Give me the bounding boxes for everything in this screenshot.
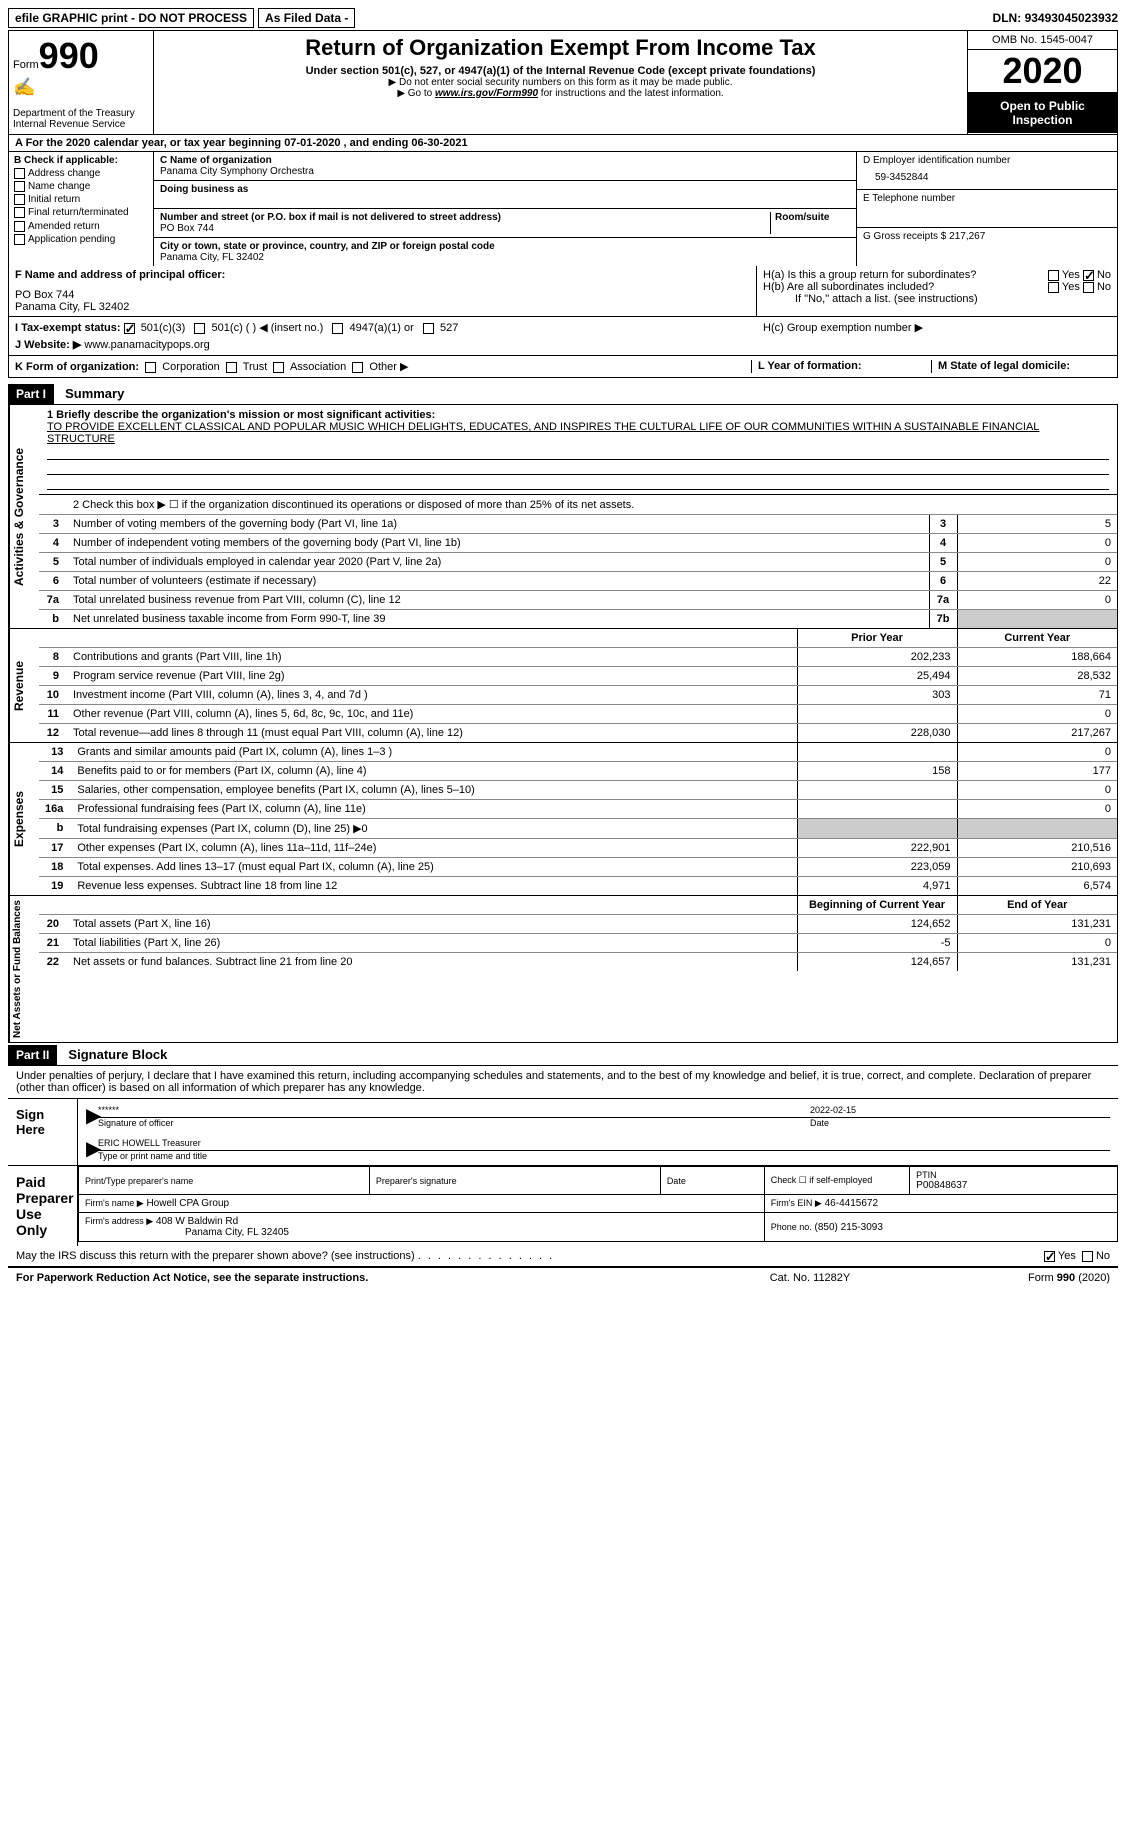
mission-box: 1 Briefly describe the organization's mi…	[39, 405, 1117, 495]
cb-501c[interactable]	[194, 323, 205, 334]
cb-initial-return[interactable]	[14, 194, 25, 205]
section-fh: F Name and address of principal officer:…	[8, 266, 1118, 317]
box-h: H(a) Is this a group return for subordin…	[757, 266, 1117, 316]
cb-4947[interactable]	[332, 323, 343, 334]
paid-preparer-row: Paid Preparer Use Only Print/Type prepar…	[8, 1166, 1118, 1246]
row-a: A For the 2020 calendar year, or tax yea…	[8, 135, 1118, 152]
netassets-table: Beginning of Current YearEnd of Year 20T…	[39, 896, 1117, 971]
form-title: Return of Organization Exempt From Incom…	[162, 35, 959, 61]
cb-corp[interactable]	[145, 362, 156, 373]
discuss-row: May the IRS discuss this return with the…	[8, 1246, 1118, 1268]
cb-501c3[interactable]	[124, 323, 135, 334]
asfiled-label: As Filed Data -	[258, 8, 355, 28]
sign-here-row: Sign Here ▶ ****** 2022-02-15 Signature …	[8, 1099, 1118, 1166]
efile-label: efile GRAPHIC print - DO NOT PROCESS	[8, 8, 254, 28]
expenses-section: Expenses 13Grants and similar amounts pa…	[8, 743, 1118, 896]
form-title-box: Return of Organization Exempt From Incom…	[154, 31, 967, 134]
part2-header: Part II	[8, 1045, 57, 1065]
cb-hb-no[interactable]	[1083, 282, 1094, 293]
cb-amended[interactable]	[14, 221, 25, 232]
cb-pending[interactable]	[14, 234, 25, 245]
expenses-table: 13Grants and similar amounts paid (Part …	[39, 743, 1117, 895]
cb-ha-no[interactable]	[1083, 270, 1094, 281]
box-f: F Name and address of principal officer:…	[9, 266, 757, 316]
cb-trust[interactable]	[226, 362, 237, 373]
revenue-section: Revenue Prior YearCurrent Year 8Contribu…	[8, 629, 1118, 743]
cb-name-change[interactable]	[14, 181, 25, 192]
box-b: B Check if applicable: Address change Na…	[9, 152, 154, 266]
cb-ha-yes[interactable]	[1048, 270, 1059, 281]
cb-527[interactable]	[423, 323, 434, 334]
box-deg: D Employer identification number 59-3452…	[857, 152, 1117, 266]
row-ij: I Tax-exempt status: 501(c)(3) 501(c) ( …	[8, 317, 1118, 356]
ag-table: 2 Check this box ▶ ☐ if the organization…	[39, 495, 1117, 628]
cb-assoc[interactable]	[273, 362, 284, 373]
preparer-table: Print/Type preparer's name Preparer's si…	[78, 1166, 1118, 1242]
cb-hb-yes[interactable]	[1048, 282, 1059, 293]
page-footer: For Paperwork Reduction Act Notice, see …	[8, 1268, 1118, 1288]
cb-address-change[interactable]	[14, 168, 25, 179]
form-id-box: Form990 ✍ Department of the Treasury Int…	[9, 31, 154, 134]
box-c: C Name of organization Panama City Symph…	[154, 152, 857, 266]
revenue-table: Prior YearCurrent Year 8Contributions an…	[39, 629, 1117, 742]
dln: DLN: 93493045023932	[993, 11, 1118, 25]
activities-governance: Activities & Governance 1 Briefly descri…	[8, 405, 1118, 629]
row-klm: K Form of organization: Corporation Trus…	[8, 356, 1118, 378]
part1-header: Part I	[8, 384, 54, 404]
cb-final-return[interactable]	[14, 207, 25, 218]
cb-discuss-no[interactable]	[1082, 1251, 1093, 1262]
irs-link[interactable]: www.irs.gov/Form990	[435, 88, 538, 99]
cb-other[interactable]	[352, 362, 363, 373]
form-header: Form990 ✍ Department of the Treasury Int…	[8, 30, 1118, 135]
section-bcdeg: B Check if applicable: Address change Na…	[8, 152, 1118, 266]
sig-declaration: Under penalties of perjury, I declare th…	[8, 1066, 1118, 1099]
year-box: OMB No. 1545-0047 2020 Open to Public In…	[967, 31, 1117, 134]
cb-discuss-yes[interactable]	[1044, 1251, 1055, 1262]
netassets-section: Net Assets or Fund Balances Beginning of…	[8, 896, 1118, 1043]
top-bar: efile GRAPHIC print - DO NOT PROCESS As …	[8, 8, 1118, 28]
